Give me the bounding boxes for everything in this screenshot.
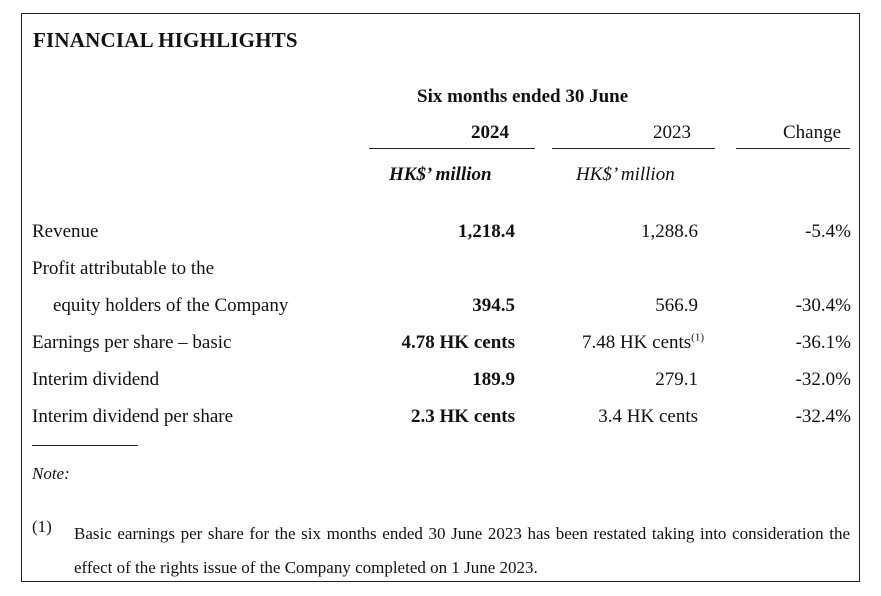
value-2023: 566.9 <box>655 295 698 316</box>
header-rule-2023 <box>552 148 715 149</box>
footnote-number: (1) <box>32 517 52 536</box>
value-change: -5.4% <box>805 221 851 242</box>
row-label: Earnings per share – basic <box>32 332 232 353</box>
header-rule-2024 <box>369 148 535 149</box>
table-row: Profit attributable to the <box>22 258 861 288</box>
footnote-text: Basic earnings per share for the six mon… <box>74 524 850 577</box>
value-2023: 3.4 HK cents <box>598 406 698 427</box>
row-label: Interim dividend per share <box>32 406 234 427</box>
row-label: Interim dividend <box>32 369 160 390</box>
table-row: equity holders of the Company 394.5 566.… <box>22 295 861 325</box>
column-header-2023: 2023 <box>653 122 691 143</box>
value-change: -36.1% <box>795 332 851 353</box>
value-change: -30.4% <box>795 295 851 316</box>
financial-highlights-box: FINANCIAL HIGHLIGHTS Six months ended 30… <box>21 13 860 582</box>
column-header-2024: 2024 <box>471 122 509 143</box>
table-row: Interim dividend per share 2.3 HK cents … <box>22 406 861 436</box>
note-label: Note: <box>32 464 70 483</box>
value-2024: 394.5 <box>472 295 515 316</box>
unit-label-2024: HK$’ million <box>389 164 492 185</box>
value-2023-text: 7.48 HK cents <box>581 332 692 353</box>
value-2024: 189.9 <box>472 369 515 390</box>
value-change: -32.4% <box>795 406 851 427</box>
table-row: Earnings per share – basic 4.78 HK cents… <box>22 332 861 362</box>
section-title: FINANCIAL HIGHLIGHTS <box>33 28 298 52</box>
row-label: Revenue <box>32 221 99 242</box>
unit-label-2023: HK$’ million <box>576 164 675 185</box>
table-row: Interim dividend 189.9 279.1 -32.0% <box>22 369 861 399</box>
row-label: Profit attributable to the <box>32 258 215 279</box>
value-2024: 4.78 HK cents <box>401 332 515 353</box>
value-2023: 279.1 <box>655 369 698 390</box>
value-2024: 1,218.4 <box>458 221 515 242</box>
value-2023: 1,288.6 <box>641 221 698 242</box>
value-2023: 7.48 HK cents(1) <box>582 332 704 354</box>
row-label: equity holders of the Company <box>53 295 289 316</box>
footnote-separator <box>32 445 138 446</box>
value-change: -32.0% <box>795 369 851 390</box>
period-heading: Six months ended 30 June <box>417 86 629 107</box>
column-header-change: Change <box>783 122 842 143</box>
header-rule-change <box>736 148 850 149</box>
value-2024: 2.3 HK cents <box>411 406 515 427</box>
table-row: Revenue 1,218.4 1,288.6 -5.4% <box>22 221 861 251</box>
footnote-ref: (1) <box>691 331 704 344</box>
